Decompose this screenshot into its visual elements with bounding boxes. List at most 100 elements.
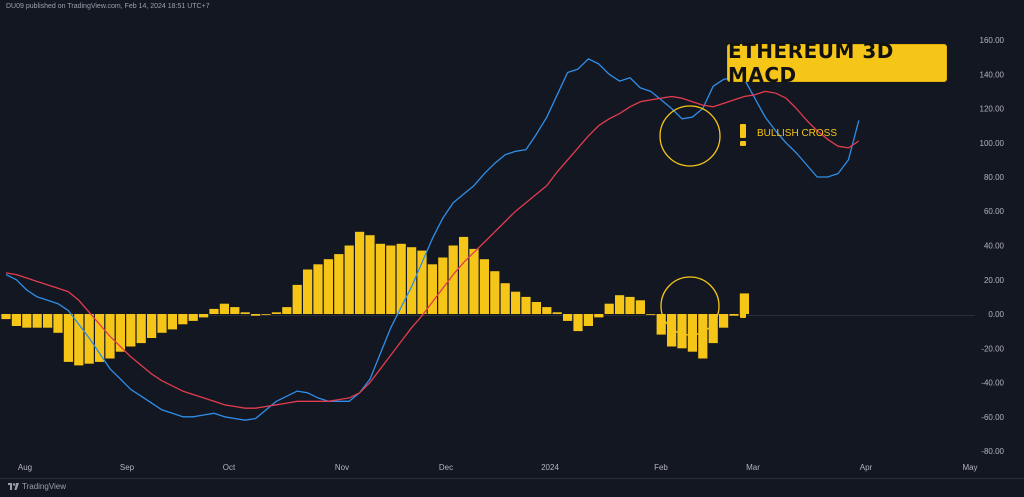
histogram-bar — [136, 314, 146, 344]
histogram-bar — [698, 314, 708, 359]
histogram-layer — [1, 231, 749, 366]
x-tick-label: Nov — [335, 463, 349, 472]
histogram-bar — [604, 303, 614, 314]
histogram-bar — [271, 312, 281, 314]
x-tick-label: 2024 — [541, 463, 559, 472]
histogram-bar — [167, 314, 177, 330]
histogram-bar — [375, 243, 385, 314]
highlight-circle-histogram — [660, 276, 720, 336]
histogram-bar — [531, 302, 541, 314]
histogram-bar — [147, 314, 157, 338]
y-tick-label: 140.00 — [980, 70, 1005, 79]
histogram-bar — [552, 312, 562, 314]
exclamation-icon — [740, 296, 746, 318]
histogram-bar — [490, 271, 500, 314]
histogram-bar — [594, 314, 604, 318]
histogram-bar — [261, 314, 271, 315]
signal-line — [5, 90, 860, 409]
histogram-bar — [355, 231, 365, 314]
histogram-bar — [542, 307, 552, 314]
y-tick-label: 100.00 — [980, 139, 1005, 148]
y-tick-label: 20.00 — [984, 276, 1005, 285]
y-tick-label: -20.00 — [981, 344, 1004, 353]
histogram-bar — [677, 314, 687, 349]
chart-title: ETHEREUM 3D MACD — [727, 39, 947, 87]
histogram-bar — [43, 314, 53, 328]
tradingview-logo[interactable]: TradingView — [8, 482, 66, 491]
x-tick-label: Apr — [860, 463, 873, 472]
y-tick-label: -40.00 — [981, 379, 1004, 388]
histogram-bar — [240, 312, 250, 314]
macd-line — [5, 58, 860, 421]
histogram-bar — [459, 236, 469, 314]
x-tick-label: Sep — [120, 463, 135, 472]
histogram-bar — [417, 250, 427, 314]
x-tick-label: Mar — [746, 463, 760, 472]
y-tick-label: 80.00 — [984, 173, 1005, 182]
x-tick-label: Aug — [18, 463, 32, 472]
y-tick-label: 60.00 — [984, 207, 1005, 216]
tradingview-icon — [8, 483, 19, 490]
histogram-bar — [32, 314, 42, 328]
histogram-bar — [656, 314, 666, 335]
histogram-bar — [635, 300, 645, 314]
histogram-bar — [334, 254, 344, 314]
bullish-cross-label: BULLISH CROSS — [757, 128, 838, 139]
histogram-bar — [219, 303, 229, 314]
histogram-bar — [282, 307, 292, 314]
histogram-bar — [615, 295, 625, 314]
y-tick-label: 40.00 — [984, 242, 1005, 251]
histogram-bar — [427, 264, 437, 314]
histogram-bar — [407, 247, 417, 314]
histogram-bar — [573, 314, 583, 332]
footer-brand: TradingView — [22, 482, 67, 491]
histogram-bar — [438, 257, 448, 314]
histogram-bar — [563, 314, 573, 321]
histogram-bar — [251, 314, 261, 316]
histogram-bar — [386, 245, 396, 314]
histogram-bar — [126, 314, 136, 347]
x-tick-label: May — [962, 463, 977, 472]
y-tick-label: 120.00 — [980, 105, 1005, 114]
histogram-bar — [479, 259, 489, 314]
histogram-bar — [178, 314, 188, 325]
histogram-bar — [708, 314, 718, 344]
histogram-bar — [313, 264, 323, 314]
histogram-bar — [230, 307, 240, 314]
histogram-bar — [500, 283, 510, 314]
histogram-bar — [729, 314, 739, 316]
histogram-bar — [365, 235, 375, 314]
histogram-bar — [719, 314, 729, 328]
macd-lines-layer — [5, 58, 860, 421]
x-axis-ticks: Aug Sep Oct Nov Dec 2024 Feb Mar Apr May — [18, 463, 978, 472]
x-tick-label: Feb — [654, 463, 668, 472]
histogram-bar — [292, 284, 302, 314]
histogram-bar — [209, 308, 219, 314]
histogram-bar — [344, 245, 354, 314]
y-tick-label: 160.00 — [980, 36, 1005, 45]
histogram-bar — [11, 314, 21, 326]
histogram-bar — [303, 269, 313, 314]
histogram-bar — [323, 259, 333, 314]
histogram-bar — [95, 314, 105, 362]
histogram-bar — [188, 314, 198, 321]
footer-bar: TradingView — [0, 478, 1024, 497]
histogram-bar — [667, 314, 677, 347]
x-tick-label: Dec — [439, 463, 453, 472]
publisher-caption: DU09 published on TradingView.com, Feb 1… — [6, 3, 210, 10]
x-tick-label: Oct — [223, 463, 236, 472]
histogram-bar — [448, 245, 458, 314]
histogram-bar — [583, 314, 593, 326]
histogram-bar — [511, 291, 521, 314]
exclamation-icon — [740, 124, 746, 146]
histogram-bar — [199, 314, 209, 318]
histogram-bar — [115, 314, 125, 352]
histogram-bar — [157, 314, 167, 333]
y-tick-label: -60.00 — [981, 413, 1004, 422]
histogram-bar — [396, 243, 406, 314]
histogram-bar — [22, 314, 32, 328]
histogram-bar — [469, 248, 479, 314]
highlight-circle-lines — [659, 105, 721, 167]
histogram-bar — [74, 314, 84, 366]
